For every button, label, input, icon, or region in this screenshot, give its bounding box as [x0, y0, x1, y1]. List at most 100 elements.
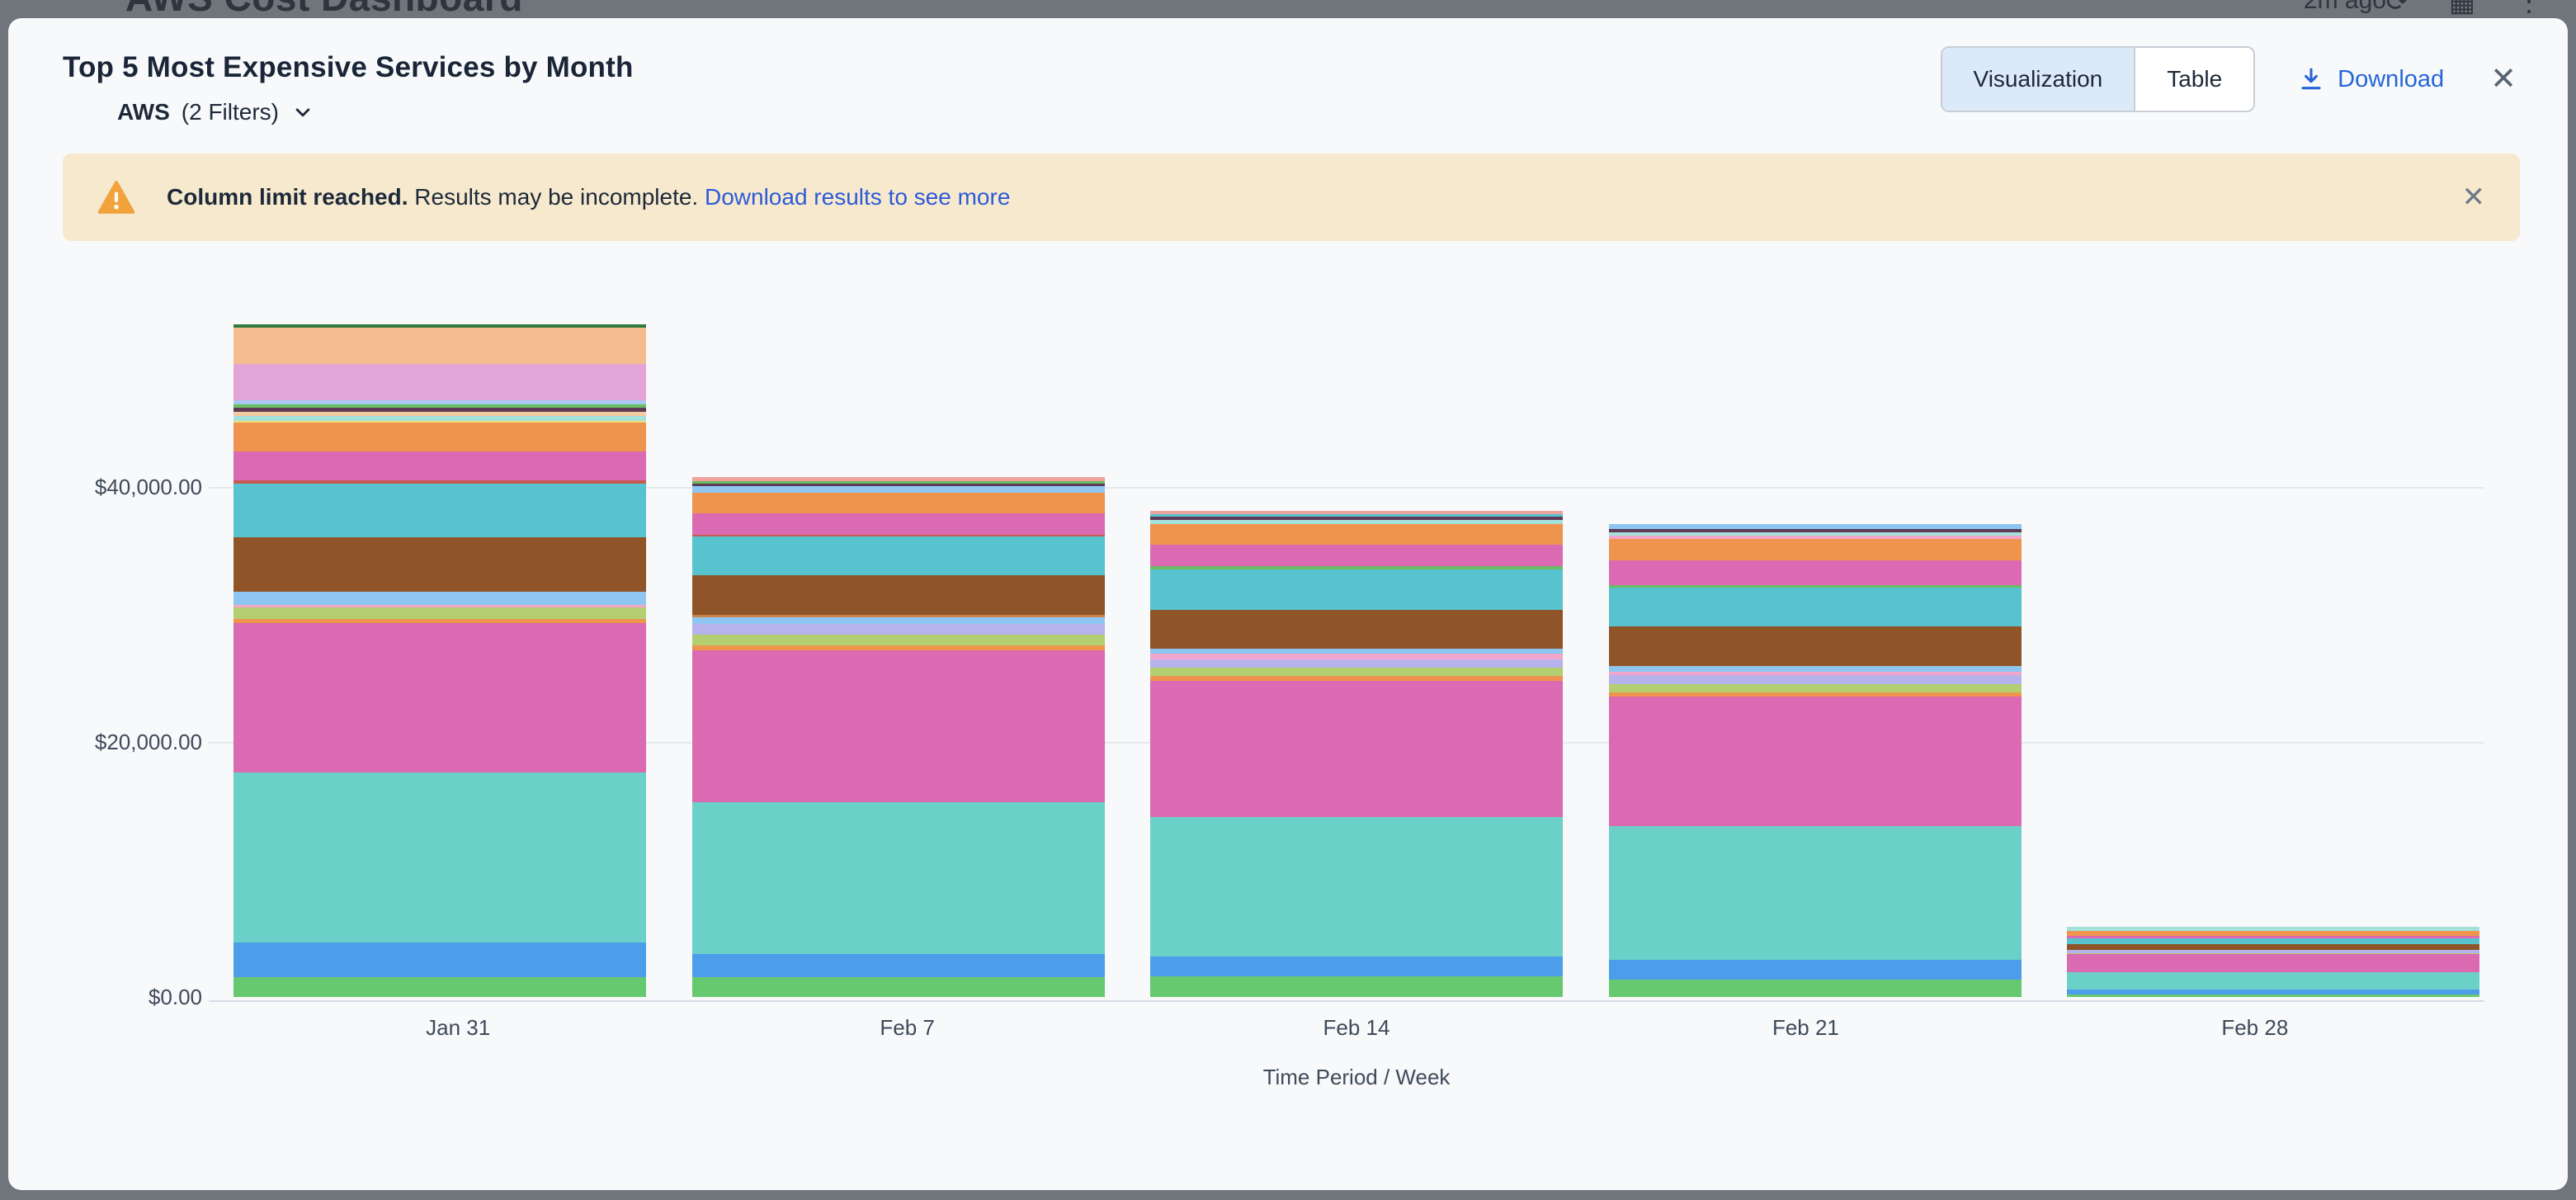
bar-segment-magenta[interactable]	[234, 623, 646, 773]
bar-feb-21	[1608, 307, 2022, 997]
bar-segment-teal[interactable]	[234, 484, 646, 538]
bar-segment-brown[interactable]	[2067, 943, 2479, 950]
bar-segment-maroon[interactable]	[1608, 529, 2022, 533]
bar-segment-maroon[interactable]	[234, 408, 646, 413]
bar-segment-yellow_green[interactable]	[1150, 667, 1563, 677]
bar-segment-med_green[interactable]	[1608, 585, 2022, 588]
bar-segment-pale_turquoise[interactable]	[1150, 520, 1563, 525]
bar-segment-tan[interactable]	[691, 615, 1105, 618]
bar-segment-blue[interactable]	[1150, 957, 1563, 976]
bar-segment-teal[interactable]	[1150, 569, 1563, 611]
bar-segment-lavender[interactable]	[691, 624, 1105, 635]
bar-segment-sky_blue[interactable]	[691, 486, 1105, 494]
download-label: Download	[2338, 65, 2445, 92]
bar-segment-blue[interactable]	[234, 943, 646, 978]
bar-segment-orange[interactable]	[1150, 676, 1563, 682]
bar-segment-magenta[interactable]	[234, 451, 646, 481]
bar-segment-pale_turquoise[interactable]	[2067, 926, 2479, 931]
bar-segment-med_green[interactable]	[234, 404, 646, 409]
bar-segment-sky_blue[interactable]	[1608, 524, 2022, 530]
bar-segment-periwinkle[interactable]	[234, 400, 646, 405]
bar-segment-brown[interactable]	[1608, 626, 2022, 667]
bar-segment-pale_turquoise[interactable]	[234, 416, 646, 422]
bar-segment-brown[interactable]	[234, 537, 646, 593]
bar-segment-teal[interactable]	[1608, 588, 2022, 627]
bar-segment-teal[interactable]	[1150, 514, 1563, 517]
bar-segment-magenta[interactable]	[691, 513, 1105, 536]
filter-dropdown[interactable]: AWS (2 Filters)	[117, 99, 634, 125]
modal-close-button[interactable]: ✕	[2490, 62, 2517, 97]
bar-segment-orange[interactable]	[691, 493, 1105, 514]
bar-segment-brick[interactable]	[234, 480, 646, 484]
bar-segment-light_teal[interactable]	[1608, 826, 2022, 961]
bar-segment-magenta[interactable]	[2067, 935, 2479, 938]
bar-segment-sky_blue[interactable]	[234, 592, 646, 606]
download-icon	[2298, 66, 2324, 92]
bar-segment-brown[interactable]	[691, 575, 1105, 616]
bar-segment-sky_blue[interactable]	[1608, 666, 2022, 673]
bar-segment-green[interactable]	[1608, 980, 2022, 997]
bar-segment-orange[interactable]	[1608, 539, 2022, 561]
bar-segment-peach[interactable]	[234, 327, 646, 365]
banner-download-link[interactable]: Download results to see more	[705, 184, 1011, 210]
bar-segment-pink[interactable]	[1150, 654, 1563, 659]
bar-segment-magenta[interactable]	[1150, 545, 1563, 567]
bar-segment-light_teal[interactable]	[691, 802, 1105, 955]
bar-segment-maroon[interactable]	[1150, 517, 1563, 521]
bar-segment-magenta[interactable]	[1150, 681, 1563, 818]
x-tick-label: Jan 31	[426, 1015, 491, 1040]
bar-segment-brown[interactable]	[1150, 610, 1563, 649]
tab-visualization[interactable]: Visualization	[1941, 48, 2135, 111]
bar-segment-green[interactable]	[234, 977, 646, 997]
bar-segment-orange[interactable]	[1608, 692, 2022, 697]
bar-segment-orange[interactable]	[691, 645, 1105, 651]
bar-segment-orange[interactable]	[1150, 524, 1563, 546]
bar-segment-sky_blue[interactable]	[691, 617, 1105, 625]
bar-segment-yellow_green[interactable]	[2067, 952, 2479, 955]
bar-segment-lavender[interactable]	[2067, 949, 2479, 953]
bar-segment-blue[interactable]	[1608, 960, 2022, 980]
bar-segment-lavender[interactable]	[1150, 659, 1563, 668]
bar-segment-maroon[interactable]	[691, 484, 1105, 487]
download-button[interactable]: Download	[2298, 66, 2444, 93]
bar-segment-pink[interactable]	[1608, 536, 2022, 540]
bar-segment-lavender[interactable]	[1608, 675, 2022, 685]
bar-segment-green[interactable]	[691, 977, 1105, 997]
bar-segment-med_green[interactable]	[691, 481, 1105, 484]
bar-segment-blue[interactable]	[2067, 990, 2479, 995]
bar-segment-yellow[interactable]	[234, 421, 646, 423]
bar-segment-pink[interactable]	[234, 605, 646, 608]
bar-segment-light_teal[interactable]	[1150, 817, 1563, 957]
bar-segment-magenta[interactable]	[691, 650, 1105, 803]
bar-segment-green[interactable]	[2067, 994, 2479, 997]
bar-segment-pink[interactable]	[1608, 672, 2022, 676]
refresh-icon: ⟳	[2385, 0, 2409, 17]
bar-segment-teal[interactable]	[2067, 938, 2479, 944]
tab-table[interactable]: Table	[2134, 48, 2253, 111]
bar-segment-blue[interactable]	[691, 954, 1105, 978]
bar-segment-brick[interactable]	[691, 535, 1105, 537]
bar-segment-magenta[interactable]	[2067, 954, 2479, 973]
bar-segment-salmon[interactable]	[691, 477, 1105, 482]
bar-segment-med_green[interactable]	[1150, 566, 1563, 570]
bar-segment-magenta[interactable]	[1608, 560, 2022, 586]
banner-close-button[interactable]: ✕	[2461, 182, 2486, 213]
bar-segment-orange[interactable]	[234, 619, 646, 624]
bar-segment-orange[interactable]	[2067, 930, 2479, 936]
bar-segment-magenta[interactable]	[1608, 697, 2022, 827]
bar-segment-pale_turquoise[interactable]	[1608, 532, 2022, 536]
bar-segment-dark_green[interactable]	[234, 324, 646, 328]
bar-segment-sky_blue[interactable]	[1150, 649, 1563, 654]
bar-segment-light_teal[interactable]	[2067, 972, 2479, 990]
bar-segment-teal[interactable]	[691, 536, 1105, 576]
bar-segment-green[interactable]	[1150, 976, 1563, 997]
bar-segment-orange[interactable]	[234, 423, 646, 452]
bar-segment-salmon[interactable]	[1150, 511, 1563, 515]
bar-segment-pale_peach[interactable]	[234, 412, 646, 417]
bar-segment-light_teal[interactable]	[234, 772, 646, 943]
bar-segment-orchid[interactable]	[234, 364, 646, 401]
bar-segment-yellow_green[interactable]	[691, 635, 1105, 646]
bar-segment-yellow_green[interactable]	[234, 607, 646, 620]
bar-segment-yellow_green[interactable]	[1608, 684, 2022, 693]
x-tick-label: Feb 7	[880, 1015, 935, 1040]
